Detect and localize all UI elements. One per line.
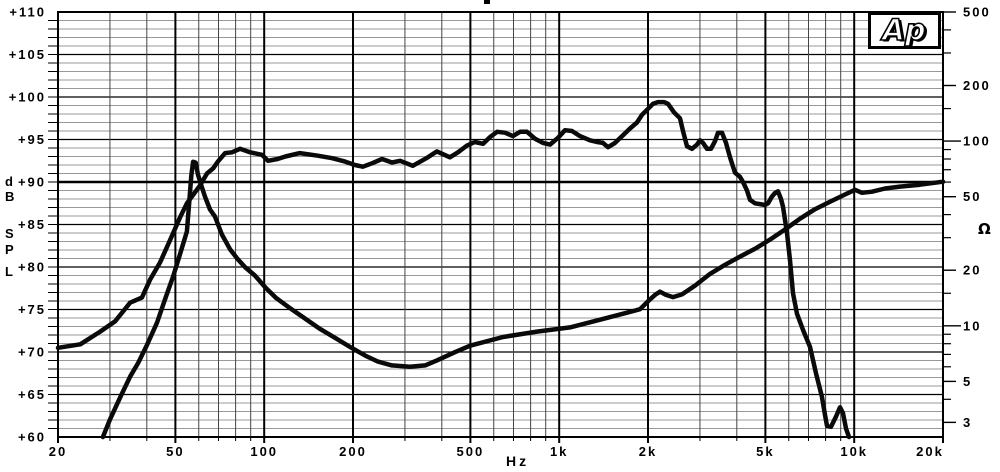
left-axis-tick-label: +85 [18, 217, 46, 232]
logo-text: Ap [880, 13, 925, 47]
left-axis-tick-label: +75 [18, 302, 46, 317]
x-axis-tick-label: 20k [916, 444, 944, 459]
right-axis-tick-label: 5 [963, 374, 972, 389]
left-axis-unit-letter: L [5, 264, 13, 279]
x-axis-unit-label: Hz [506, 453, 530, 469]
right-axis-tick-label: 10 [963, 318, 981, 333]
left-axis-unit-letter: P [5, 242, 14, 257]
logo-text-shadow: Ap [883, 15, 928, 49]
spl-response-curve [55, 99, 852, 440]
x-axis-tick-label: 10k [840, 444, 868, 459]
x-axis-tick-label: 5k [756, 444, 774, 459]
left-axis-unit-letter: d [5, 174, 13, 189]
x-axis-tick-label: 1k [550, 444, 568, 459]
left-axis-tick-label: +110 [9, 5, 46, 20]
right-axis-tick-label: 20 [963, 263, 981, 278]
right-axis-tick-label: 100 [963, 134, 991, 149]
right-axis-unit-label: Ω [978, 220, 991, 238]
left-axis-tick-label: +95 [18, 132, 46, 147]
left-axis-tick-label: +60 [18, 430, 46, 445]
left-axis-tick-label: +65 [18, 387, 46, 402]
left-axis-tick-label: +100 [9, 90, 46, 105]
x-axis-tick-label: 2k [639, 444, 657, 459]
x-axis-tick-label: 200 [339, 444, 367, 459]
right-axis-tick-label: 3 [963, 415, 972, 430]
x-axis-tick-label: 100 [250, 444, 278, 459]
left-axis-unit-letter: S [5, 226, 14, 241]
left-axis-unit-letter: B [5, 189, 15, 204]
left-axis-tick-label: +90 [18, 175, 46, 190]
plot-border [57, 11, 944, 438]
x-axis-tick-label: 500 [457, 444, 485, 459]
left-axis-tick-label: +80 [18, 260, 46, 275]
left-axis-tick-label: +70 [18, 345, 46, 360]
right-axis-tick-label: 500 [963, 5, 991, 20]
x-axis-tick-label: 20 [49, 444, 67, 459]
clipped-title-remnant [484, 0, 490, 4]
right-axis-tick-label: 200 [963, 78, 991, 93]
impedance-curve [100, 159, 946, 440]
left-axis-tick-label: +105 [9, 47, 46, 62]
logo-frame [868, 12, 941, 49]
audio-precision-logo-graphic: Ap Ap [868, 12, 941, 49]
x-axis-tick-label: 50 [166, 444, 184, 459]
right-axis-tick-label: 50 [963, 189, 981, 204]
audio-precision-logo: Ap Ap [868, 12, 941, 49]
